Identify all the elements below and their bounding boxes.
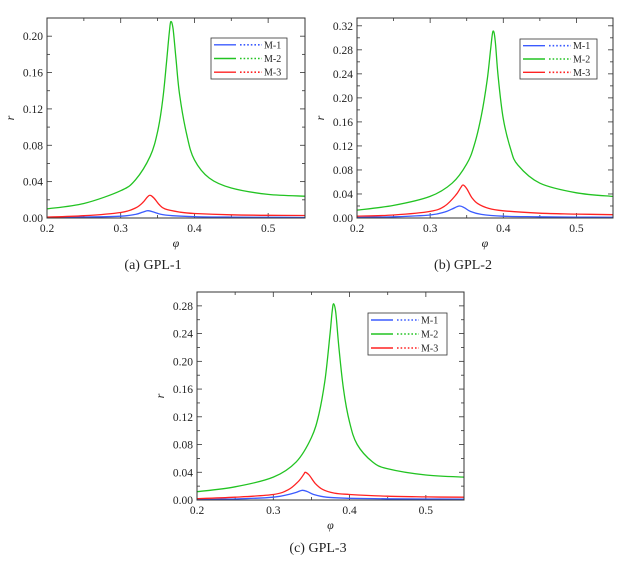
y-tick-label: 0.08	[333, 165, 353, 177]
legend-label: M-1	[573, 41, 590, 52]
y-tick-label: 0.08	[23, 140, 43, 152]
series-line-m-3	[357, 184, 613, 217]
chart-panel-1: 0.2 0.3 0.4 0.5 0.00 0.04 0.08 0.12 0.16 0.20 φ r (a…	[3, 17, 306, 273]
legend-label: M-3	[573, 68, 590, 79]
series-group	[357, 30, 613, 218]
x-tick-label: 0.2	[190, 505, 205, 517]
y-tick-label: 0.04	[23, 177, 43, 189]
series-line-m-3	[47, 194, 305, 218]
legend-label: M-2	[421, 330, 438, 341]
x-axis-label: φ	[173, 236, 180, 250]
subplot-caption: (b) GPL-2	[434, 258, 492, 273]
legend-label: M-3	[421, 344, 438, 355]
x-tick-label: 0.3	[423, 223, 438, 235]
series-line-m-3	[197, 471, 464, 500]
legend-label: M-1	[264, 40, 281, 51]
x-axis-label: φ	[482, 236, 489, 250]
y-tick-label: 0.04	[333, 189, 353, 201]
y-tick-label: 0.16	[173, 384, 193, 396]
x-tick-label: 0.4	[187, 223, 202, 235]
legend-label: M-2	[264, 54, 281, 65]
series-group	[47, 20, 305, 218]
y-tick-label: 0.08	[173, 440, 193, 452]
legend-label: M-1	[421, 316, 438, 327]
plot-frame	[46, 17, 306, 219]
subplot-caption: (c) GPL-3	[289, 541, 346, 556]
plot-frame	[356, 17, 614, 219]
legend: M-1 M-2 M-3	[210, 37, 288, 80]
y-tick-label: 0.28	[173, 301, 193, 313]
y-tick-label: 0.12	[333, 141, 353, 153]
x-tick-label: 0.3	[266, 505, 281, 517]
series-line-m-2	[357, 30, 613, 211]
x-tick-label: 0.5	[419, 505, 434, 517]
y-tick-label: 0.32	[333, 21, 353, 33]
legend-label: M-2	[573, 55, 590, 66]
chart-panel-3: 0.2 0.3 0.4 0.5 0.00 0.04 0.08 0.12 0.16 0.20 0.24…	[153, 291, 465, 556]
series-line-m-1	[357, 205, 613, 218]
y-tick-label: 0.00	[173, 495, 193, 507]
y-axis-label: r	[153, 393, 167, 398]
series-line-m-2	[197, 303, 464, 493]
y-tick-label: 0.24	[173, 329, 193, 341]
y-tick-label: 0.00	[23, 213, 43, 225]
subplot-caption: (a) GPL-1	[124, 258, 181, 273]
series-line-m-1	[47, 210, 305, 218]
y-axis-label: r	[3, 115, 17, 120]
series-line-m-1	[197, 489, 464, 500]
legend: M-1 M-2 M-3	[519, 38, 598, 80]
legend-label: M-3	[264, 68, 281, 79]
x-tick-label: 0.3	[114, 223, 129, 235]
y-tick-label: 0.04	[173, 467, 193, 479]
y-tick-label: 0.20	[333, 93, 353, 105]
x-tick-label: 0.2	[350, 223, 365, 235]
y-tick-label: 0.20	[23, 31, 43, 43]
x-tick-label: 0.4	[496, 223, 511, 235]
x-tick-label: 0.5	[261, 223, 276, 235]
y-tick-label: 0.12	[23, 104, 43, 116]
y-tick-label: 0.20	[173, 356, 193, 368]
legend: M-1 M-2 M-3	[367, 312, 448, 356]
x-axis-label: φ	[327, 518, 334, 532]
series-line-m-2	[47, 20, 305, 210]
y-tick-label: 0.24	[333, 69, 353, 81]
x-tick-label: 0.5	[569, 223, 584, 235]
x-tick-label: 0.4	[342, 505, 357, 517]
y-tick-label: 0.16	[333, 117, 353, 129]
plot-frame	[196, 291, 465, 501]
x-tick-label: 0.2	[40, 223, 55, 235]
y-tick-label: 0.28	[333, 45, 353, 57]
y-tick-label: 0.16	[23, 68, 43, 80]
y-tick-label: 0.12	[173, 412, 193, 424]
y-tick-label: 0.00	[333, 213, 353, 225]
chart-panel-2: 0.2 0.3 0.4 0.5 0.00 0.04 0.08 0.12 0.16 0.20 0.24…	[313, 17, 614, 273]
y-axis-label: r	[313, 115, 327, 120]
series-group	[197, 303, 464, 500]
